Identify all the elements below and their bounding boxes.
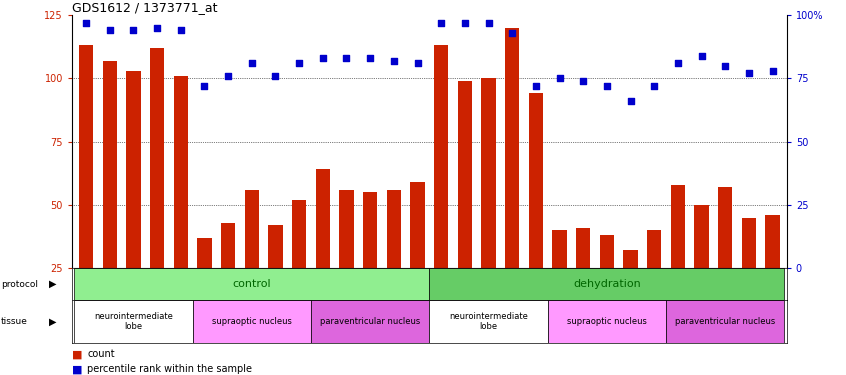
Point bbox=[600, 83, 613, 89]
Point bbox=[174, 27, 188, 33]
Point bbox=[718, 63, 732, 69]
Bar bbox=[434, 45, 448, 332]
Bar bbox=[193, 300, 311, 343]
Text: paraventricular nucleus: paraventricular nucleus bbox=[320, 317, 420, 326]
Bar bbox=[742, 217, 756, 332]
Point bbox=[316, 55, 330, 61]
Bar bbox=[481, 78, 496, 332]
Text: GDS1612 / 1373771_at: GDS1612 / 1373771_at bbox=[72, 1, 217, 14]
Point bbox=[552, 75, 566, 81]
Bar bbox=[410, 182, 425, 332]
Bar bbox=[547, 300, 666, 343]
Bar bbox=[244, 190, 259, 332]
Point bbox=[481, 20, 495, 26]
Text: count: count bbox=[87, 350, 115, 359]
Point bbox=[671, 60, 684, 66]
Point bbox=[80, 20, 93, 26]
Bar bbox=[197, 238, 212, 332]
Bar bbox=[339, 190, 354, 332]
Bar bbox=[766, 215, 780, 332]
Text: tissue: tissue bbox=[1, 317, 28, 326]
Point bbox=[505, 30, 519, 36]
Bar bbox=[505, 28, 519, 332]
Bar bbox=[363, 192, 377, 332]
Bar bbox=[458, 81, 472, 332]
Point bbox=[269, 73, 283, 79]
Bar bbox=[102, 60, 117, 332]
Text: ■: ■ bbox=[72, 364, 82, 374]
Point bbox=[766, 68, 779, 74]
Bar bbox=[221, 223, 235, 332]
Text: control: control bbox=[233, 279, 271, 289]
Point bbox=[387, 57, 401, 63]
Point bbox=[293, 60, 306, 66]
Point bbox=[458, 20, 471, 26]
Point bbox=[364, 55, 377, 61]
Point bbox=[151, 25, 164, 31]
Point bbox=[434, 20, 448, 26]
Bar bbox=[387, 190, 401, 332]
Text: neurointermediate
lobe: neurointermediate lobe bbox=[449, 312, 528, 331]
Text: protocol: protocol bbox=[1, 280, 38, 289]
Bar bbox=[429, 268, 784, 300]
Bar bbox=[576, 228, 591, 332]
Text: neurointermediate
lobe: neurointermediate lobe bbox=[94, 312, 173, 331]
Point bbox=[127, 27, 140, 33]
Point bbox=[529, 83, 542, 89]
Bar bbox=[316, 170, 330, 332]
Bar bbox=[666, 300, 784, 343]
Point bbox=[198, 83, 212, 89]
Bar bbox=[624, 251, 638, 332]
Text: paraventricular nucleus: paraventricular nucleus bbox=[675, 317, 776, 326]
Point bbox=[411, 60, 425, 66]
Point bbox=[695, 53, 708, 58]
Point bbox=[103, 27, 117, 33]
Bar bbox=[695, 205, 709, 332]
Bar bbox=[600, 235, 614, 332]
Point bbox=[647, 83, 661, 89]
Point bbox=[245, 60, 259, 66]
Text: ▶: ▶ bbox=[49, 279, 57, 289]
Bar bbox=[718, 187, 733, 332]
Bar bbox=[173, 76, 188, 332]
Text: ■: ■ bbox=[72, 350, 82, 359]
Bar bbox=[311, 300, 429, 343]
Text: ▶: ▶ bbox=[49, 316, 57, 327]
Bar bbox=[552, 230, 567, 332]
Bar bbox=[74, 268, 429, 300]
Text: supraoptic nucleus: supraoptic nucleus bbox=[212, 317, 292, 326]
Bar bbox=[292, 200, 306, 332]
Bar bbox=[647, 230, 662, 332]
Point bbox=[222, 73, 235, 79]
Bar bbox=[429, 300, 547, 343]
Point bbox=[340, 55, 354, 61]
Text: percentile rank within the sample: percentile rank within the sample bbox=[87, 364, 252, 374]
Bar bbox=[74, 300, 193, 343]
Text: dehydration: dehydration bbox=[573, 279, 640, 289]
Bar bbox=[671, 184, 685, 332]
Text: supraoptic nucleus: supraoptic nucleus bbox=[567, 317, 647, 326]
Bar bbox=[150, 48, 164, 332]
Bar bbox=[79, 45, 93, 332]
Point bbox=[576, 78, 590, 84]
Point bbox=[742, 70, 755, 76]
Bar bbox=[529, 93, 543, 332]
Bar bbox=[126, 70, 140, 332]
Point bbox=[624, 98, 637, 104]
Bar bbox=[268, 225, 283, 332]
